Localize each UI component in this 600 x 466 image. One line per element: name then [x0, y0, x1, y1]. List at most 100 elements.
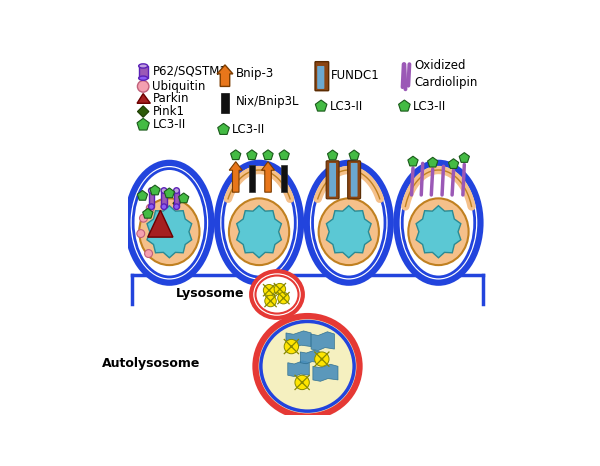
Polygon shape	[416, 206, 461, 258]
Polygon shape	[398, 100, 410, 111]
Polygon shape	[217, 65, 233, 86]
Polygon shape	[301, 350, 320, 364]
Polygon shape	[237, 206, 281, 258]
Polygon shape	[448, 159, 458, 168]
Polygon shape	[147, 206, 192, 258]
Bar	[139, 66, 148, 78]
FancyBboxPatch shape	[347, 161, 361, 199]
Polygon shape	[263, 150, 273, 159]
Ellipse shape	[223, 169, 295, 277]
Polygon shape	[313, 364, 338, 381]
Polygon shape	[428, 158, 438, 167]
FancyBboxPatch shape	[317, 66, 325, 89]
Polygon shape	[408, 156, 418, 166]
Ellipse shape	[256, 316, 359, 417]
Circle shape	[314, 352, 329, 366]
Polygon shape	[179, 193, 189, 203]
Polygon shape	[137, 106, 149, 117]
Ellipse shape	[127, 163, 211, 283]
Ellipse shape	[149, 188, 154, 193]
Circle shape	[295, 375, 309, 390]
Circle shape	[284, 339, 299, 354]
Polygon shape	[326, 206, 371, 258]
Polygon shape	[459, 153, 469, 162]
Ellipse shape	[173, 204, 179, 210]
Ellipse shape	[173, 188, 179, 193]
Polygon shape	[229, 162, 242, 192]
Bar	[149, 191, 154, 207]
FancyBboxPatch shape	[315, 62, 329, 91]
FancyBboxPatch shape	[351, 163, 358, 197]
Polygon shape	[164, 188, 175, 198]
Text: LC3-II: LC3-II	[152, 118, 186, 131]
Polygon shape	[137, 94, 151, 103]
Ellipse shape	[261, 322, 354, 411]
Polygon shape	[349, 150, 359, 160]
Polygon shape	[173, 200, 180, 207]
Text: Lysosome: Lysosome	[176, 288, 245, 300]
Circle shape	[146, 204, 154, 212]
Ellipse shape	[161, 188, 167, 193]
Polygon shape	[328, 150, 338, 160]
FancyBboxPatch shape	[326, 161, 339, 199]
Polygon shape	[150, 185, 160, 195]
Polygon shape	[311, 332, 334, 350]
Polygon shape	[262, 162, 275, 192]
Polygon shape	[143, 208, 153, 218]
Circle shape	[263, 284, 275, 296]
Polygon shape	[218, 123, 229, 134]
Bar	[173, 191, 179, 207]
Polygon shape	[316, 100, 327, 111]
Ellipse shape	[402, 169, 475, 277]
Circle shape	[268, 289, 270, 291]
Text: LC3-II: LC3-II	[413, 100, 446, 113]
Polygon shape	[230, 150, 241, 159]
Circle shape	[265, 295, 276, 307]
Ellipse shape	[229, 199, 289, 265]
Bar	[221, 93, 229, 113]
Circle shape	[290, 345, 293, 348]
Circle shape	[278, 292, 289, 304]
Text: P62/SQSTM1: P62/SQSTM1	[152, 65, 227, 78]
Circle shape	[140, 214, 148, 222]
Ellipse shape	[319, 199, 379, 265]
Polygon shape	[247, 150, 257, 159]
Ellipse shape	[397, 163, 481, 283]
Ellipse shape	[251, 271, 303, 318]
Polygon shape	[137, 191, 148, 200]
Circle shape	[279, 288, 281, 290]
Circle shape	[145, 250, 152, 258]
Text: Nix/Bnip3L: Nix/Bnip3L	[236, 95, 299, 108]
Polygon shape	[137, 118, 149, 130]
Circle shape	[137, 81, 149, 92]
Polygon shape	[148, 210, 173, 237]
Polygon shape	[286, 331, 311, 348]
Circle shape	[320, 358, 323, 361]
Circle shape	[283, 297, 284, 299]
Ellipse shape	[149, 204, 154, 210]
Text: LC3-II: LC3-II	[330, 100, 363, 113]
Bar	[281, 165, 287, 192]
Text: Oxidized
Cardiolipin: Oxidized Cardiolipin	[415, 59, 478, 89]
Ellipse shape	[217, 163, 301, 283]
Text: Pink1: Pink1	[152, 105, 184, 118]
Text: FUNDC1: FUNDC1	[331, 69, 380, 82]
Circle shape	[269, 300, 272, 302]
Bar	[248, 165, 255, 192]
FancyBboxPatch shape	[329, 163, 336, 197]
Ellipse shape	[139, 64, 148, 68]
Bar	[161, 191, 167, 207]
Polygon shape	[279, 150, 289, 159]
Ellipse shape	[139, 76, 148, 80]
Ellipse shape	[307, 163, 391, 283]
Polygon shape	[288, 361, 309, 377]
Text: Bnip-3: Bnip-3	[236, 68, 274, 80]
Circle shape	[301, 381, 304, 384]
Text: LC3-II: LC3-II	[232, 123, 265, 136]
Ellipse shape	[161, 204, 167, 210]
Circle shape	[274, 283, 286, 295]
Ellipse shape	[133, 169, 206, 277]
Text: Autolysosome: Autolysosome	[101, 357, 200, 370]
Ellipse shape	[256, 275, 299, 314]
Ellipse shape	[313, 169, 385, 277]
